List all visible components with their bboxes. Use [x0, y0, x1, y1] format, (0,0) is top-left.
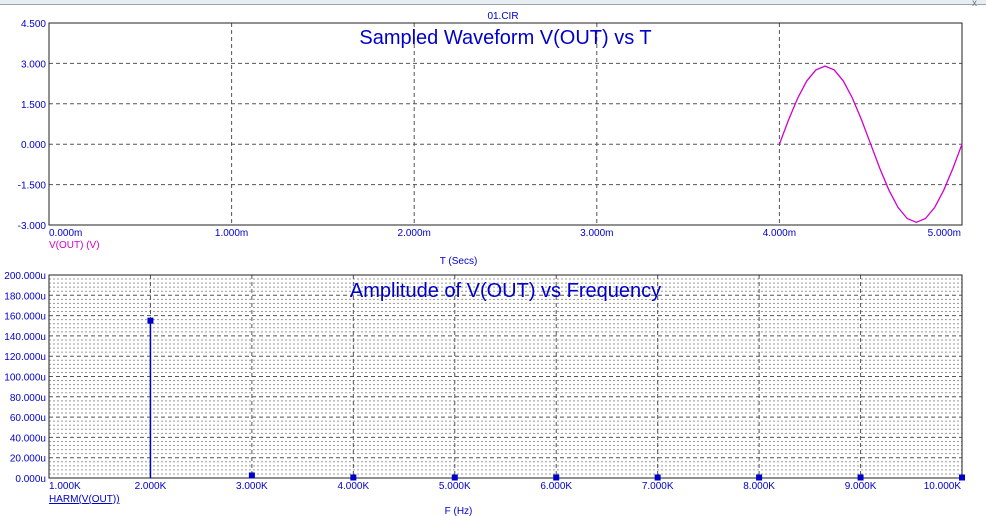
- x-tick-label: 7.000K: [642, 481, 674, 492]
- y-tick-label: 120.000u: [4, 352, 46, 363]
- y-tick-label: 200.000u: [4, 271, 46, 282]
- x-tick-label: 2.000m: [398, 228, 431, 239]
- spectrum-marker: [756, 474, 763, 481]
- y-tick-label: 80.000u: [10, 393, 46, 404]
- x-tick-label: 6.000K: [540, 481, 572, 492]
- y-tick-label: 0.000: [21, 140, 46, 151]
- x-axis-label: F (Hz): [445, 506, 473, 516]
- y-tick-label: 20.000u: [10, 454, 46, 465]
- spectrum-marker: [147, 317, 154, 324]
- x-tick-label: 0.000m: [49, 228, 82, 239]
- legend-label: V(OUT) (V): [49, 240, 100, 251]
- x-tick-label: 5.000K: [439, 481, 471, 492]
- y-tick-label: 160.000u: [4, 312, 46, 323]
- x-tick-label: 3.000K: [236, 481, 268, 492]
- x-tick-label: 1.000m: [215, 228, 248, 239]
- close-icon[interactable]: x: [972, 0, 977, 9]
- spectrum-marker: [350, 474, 357, 481]
- y-tick-label: 3.000: [21, 59, 46, 70]
- y-tick-label: 140.000u: [4, 332, 46, 343]
- y-tick-label: 60.000u: [10, 413, 46, 424]
- chart-title: Amplitude of V(OUT) vs Frequency: [350, 280, 661, 302]
- y-tick-label: -3.000: [18, 221, 47, 232]
- window-top-border: [0, 0, 986, 5]
- legend-label: HARM(V(OUT)): [49, 494, 120, 505]
- y-tick-label: 0.000u: [15, 474, 46, 485]
- x-tick-label: 8.000K: [743, 481, 775, 492]
- x-tick-label: 10.000K: [924, 481, 962, 492]
- x-axis-label: T (Secs): [440, 256, 478, 267]
- x-tick-label: 2.000K: [135, 481, 167, 492]
- y-tick-label: -1.500: [18, 181, 47, 192]
- x-tick-label: 1.000K: [49, 481, 81, 492]
- series-line-vout: [778, 65, 963, 224]
- spectrum-marker: [959, 474, 965, 481]
- file-title: 01.CIR: [487, 11, 518, 22]
- spectrum-marker: [654, 474, 661, 481]
- spectrum-marker: [857, 474, 864, 481]
- y-tick-label: 180.000u: [4, 291, 46, 302]
- spectrum-marker: [553, 474, 560, 481]
- y-tick-label: 40.000u: [10, 433, 46, 444]
- chart-title: Sampled Waveform V(OUT) vs T: [359, 27, 651, 49]
- y-tick-label: 4.500: [21, 19, 46, 30]
- x-tick-label: 4.000m: [763, 228, 796, 239]
- x-tick-label: 9.000K: [845, 481, 877, 492]
- y-tick-label: 1.500: [21, 100, 46, 111]
- y-tick-label: 100.000u: [4, 373, 46, 384]
- plot-frame: [48, 22, 963, 226]
- x-tick-label: 3.000m: [580, 228, 613, 239]
- spectrum-marker: [451, 474, 458, 481]
- x-tick-label: 4.000K: [337, 481, 369, 492]
- plot-frame: [48, 274, 963, 479]
- spectrum-marker: [248, 472, 255, 479]
- x-tick-label: 5.000m: [928, 228, 961, 239]
